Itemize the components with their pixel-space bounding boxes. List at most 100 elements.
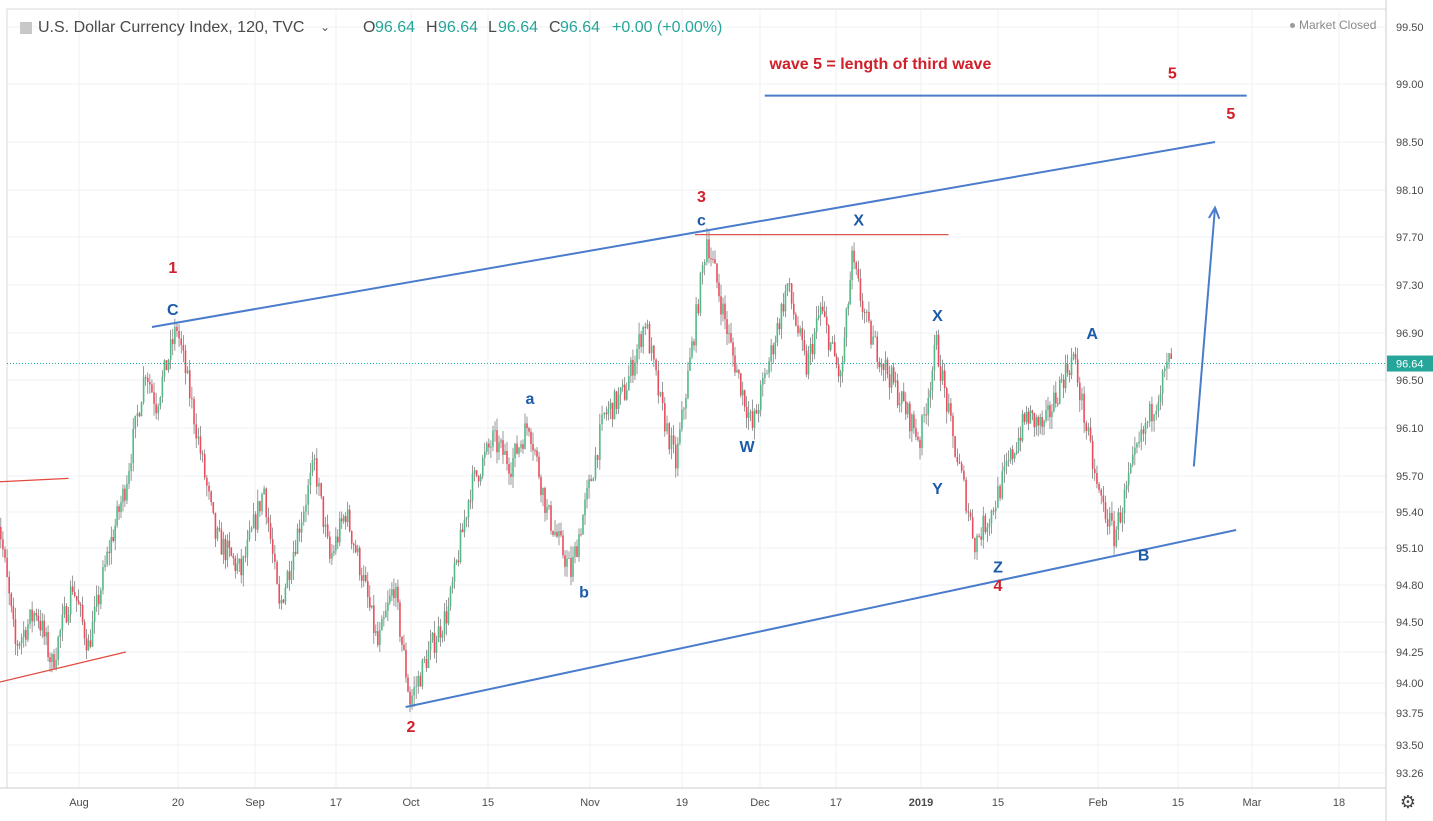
candle-body: [151, 384, 153, 393]
candle-body: [849, 279, 851, 305]
candle-body: [524, 423, 526, 449]
wave-label: 3: [697, 189, 706, 206]
candle-body: [693, 341, 695, 346]
wave5-note: wave 5 = length of third wave: [769, 56, 992, 73]
candle-body: [841, 361, 844, 372]
candle-body: [138, 413, 141, 417]
candle-body: [687, 370, 689, 399]
gear-icon[interactable]: ⚙: [1399, 792, 1417, 812]
candles-group: [0, 227, 1173, 713]
candle-body: [538, 456, 540, 478]
candle-body: [313, 458, 316, 461]
candle-body: [986, 527, 989, 533]
candle-body: [699, 272, 702, 314]
candle-body: [617, 394, 620, 410]
candle-body: [743, 390, 746, 407]
candle-body: [514, 443, 516, 459]
candle-body: [542, 487, 544, 496]
candle-body: [562, 535, 564, 556]
candle-body: [471, 473, 474, 501]
candle-body: [254, 514, 257, 530]
y-tick-label: 94.00: [1396, 678, 1424, 690]
candle-body: [290, 570, 293, 581]
candle-body: [1017, 437, 1020, 451]
candle-body: [120, 502, 122, 512]
candle-body: [1003, 466, 1006, 472]
candle-body: [364, 575, 367, 582]
candle-body: [494, 430, 496, 432]
candle-body: [1029, 410, 1032, 424]
candle-body: [449, 587, 452, 607]
candle-body: [911, 414, 913, 432]
candle-body: [286, 571, 289, 588]
y-tick-label: 98.50: [1396, 137, 1424, 149]
candle-body: [377, 631, 379, 646]
flag-icon[interactable]: [20, 22, 32, 34]
candle-body: [1087, 427, 1090, 432]
candle-body: [201, 453, 204, 455]
candle-body: [586, 487, 588, 500]
candle-body: [740, 373, 742, 396]
candle-body: [163, 360, 166, 377]
candle-body: [971, 517, 974, 538]
candle-body: [475, 470, 478, 476]
y-tick-label: 93.75: [1396, 708, 1424, 720]
candle-body: [12, 606, 15, 620]
candle-body: [477, 475, 480, 482]
candle-body: [701, 265, 704, 273]
candle-body: [1168, 353, 1170, 362]
candle-body: [1025, 411, 1028, 422]
candle-body: [1057, 403, 1059, 405]
candle-body: [1066, 364, 1069, 373]
candle-body: [923, 414, 925, 416]
candle-body: [1053, 392, 1055, 412]
candle-body: [644, 327, 646, 329]
wave-label: b: [579, 584, 589, 601]
candle-body: [481, 457, 484, 477]
candle-body: [316, 458, 318, 487]
candle-body: [228, 540, 231, 549]
candle-body: [45, 632, 47, 637]
chevron-down-icon[interactable]: ⌄: [320, 20, 331, 34]
candle-body: [174, 326, 176, 345]
wave-label: C: [167, 302, 179, 319]
candle-body: [100, 590, 102, 605]
candle-body: [303, 511, 305, 523]
candle-body: [326, 524, 329, 537]
candle-body: [811, 344, 814, 355]
candle-body: [615, 391, 618, 410]
candle-body: [265, 488, 268, 518]
candle-body: [605, 412, 608, 415]
candle-body: [358, 548, 361, 576]
candle-body: [106, 551, 108, 565]
candle-body: [214, 512, 217, 539]
candle-body: [759, 384, 762, 410]
candle-body: [43, 620, 45, 637]
candle-body: [1072, 353, 1075, 358]
candle-body: [556, 531, 558, 537]
candle-body: [988, 523, 991, 528]
candle-body: [882, 363, 885, 370]
candle-body: [149, 381, 151, 385]
candle-body: [550, 505, 552, 531]
candle-body: [252, 514, 255, 529]
candle-body: [276, 561, 278, 584]
x-tick-label: Aug: [69, 797, 89, 809]
ohlc-open-value: 96.64: [375, 19, 416, 36]
wave-label: c: [697, 212, 706, 229]
candle-body: [1134, 447, 1136, 455]
candle-body: [679, 429, 681, 444]
candle-body: [636, 349, 638, 363]
candle-body: [560, 530, 562, 536]
candle-body: [250, 528, 253, 531]
candle-body: [180, 338, 183, 346]
candle-body: [89, 640, 92, 647]
candle-body: [473, 470, 476, 474]
symbol-title[interactable]: U.S. Dollar Currency Index, 120, TVC: [38, 19, 305, 36]
candle-body: [431, 632, 434, 641]
candle-body: [171, 339, 174, 345]
candle-body: [969, 512, 972, 518]
candle-body: [619, 387, 622, 395]
candle-body: [371, 605, 373, 608]
